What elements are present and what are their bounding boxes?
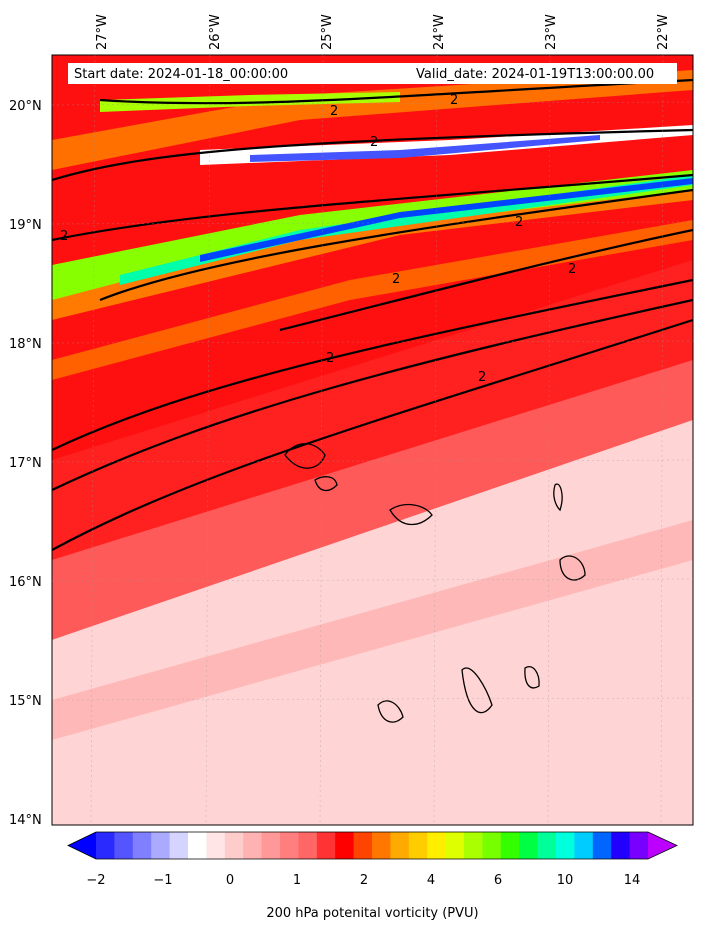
contour-label: 2 <box>392 272 400 287</box>
lon-label: 26°W <box>208 14 223 50</box>
colorbar-segment <box>611 832 631 859</box>
start-date-label: Start date: 2024-01-18_00:00:00 <box>74 67 288 82</box>
colorbar-segment <box>592 832 612 859</box>
colorbar-segment <box>298 832 318 859</box>
colorbar-segment <box>261 832 281 859</box>
colorbar-title: 200 hPa potenital vorticity (PVU) <box>266 906 479 921</box>
colorbar-tick-label: 14 <box>624 873 641 888</box>
colorbar-outline <box>67 831 678 860</box>
colorbar-tick-label: 1 <box>293 873 301 888</box>
lat-label: 19°N <box>9 218 42 233</box>
colorbar-ticks: −2 −1 0 1 2 4 6 10 14 <box>86 873 640 888</box>
contour-label: 2 <box>60 229 68 244</box>
colorbar-segment <box>556 832 575 859</box>
colorbar-segment <box>206 832 226 859</box>
contour-label: 2 <box>450 93 458 108</box>
colorbar-segment <box>280 832 299 859</box>
colorbar-segment <box>151 832 171 859</box>
colorbar-segment <box>574 832 594 859</box>
lat-label: 15°N <box>9 694 42 709</box>
lon-label: 27°W <box>95 14 110 50</box>
contour-label: 2 <box>330 104 338 119</box>
colorbar-tick-label: 0 <box>226 873 234 888</box>
contour-labels: 2 2 2 2 2 2 2 2 2 <box>60 93 576 385</box>
colorbar-tick-label: −2 <box>86 873 105 888</box>
colorbar-tick-label: 4 <box>427 873 435 888</box>
colorbar-segment <box>537 832 557 859</box>
contour-label: 2 <box>370 135 378 150</box>
colorbar-segment <box>408 832 428 859</box>
colorbar-segment <box>519 832 539 859</box>
colorbar-extend-max <box>648 832 677 859</box>
lon-label: 25°W <box>320 14 335 50</box>
colorbar-segment <box>390 832 410 859</box>
colorbar-segment <box>372 832 391 859</box>
colorbar-extend-min <box>68 832 96 859</box>
colorbar-tick-label: 6 <box>494 873 502 888</box>
colorbar-segment <box>500 832 520 859</box>
lon-label: 22°W <box>656 14 671 50</box>
lat-label: 17°N <box>9 456 42 471</box>
colorbar-segment <box>169 832 189 859</box>
lat-label: 18°N <box>9 337 42 352</box>
colorbar-segment <box>427 832 447 859</box>
colorbar-segment <box>243 832 263 859</box>
colorbar-segment <box>114 832 134 859</box>
lon-label: 23°W <box>544 14 559 50</box>
colorbar-segment <box>316 832 336 859</box>
colorbar-segment <box>629 832 649 859</box>
lon-label: 24°W <box>432 14 447 50</box>
contour-label: 2 <box>478 370 486 385</box>
colorbar-tick-label: 10 <box>557 873 574 888</box>
longitude-labels: 27°W 26°W 25°W 24°W 23°W 22°W <box>95 14 671 50</box>
colorbar-segment <box>188 832 207 859</box>
colorbar-segment <box>353 832 373 859</box>
colorbar <box>67 831 678 860</box>
lat-label: 16°N <box>9 575 42 590</box>
colorbar-segment <box>224 832 244 859</box>
plot-frame <box>51 54 694 826</box>
colorbar-tick-label: 2 <box>360 873 368 888</box>
contour-label: 2 <box>326 351 334 366</box>
colorbar-tick-label: −1 <box>153 873 172 888</box>
colorbar-segment <box>132 832 152 859</box>
colorbar-segment <box>96 832 115 859</box>
colorbar-segment <box>335 832 355 859</box>
colorbar-segment <box>445 832 465 859</box>
pv-field <box>52 55 693 825</box>
lat-label: 14°N <box>9 813 42 828</box>
colorbar-segment <box>482 832 502 859</box>
contour-label: 2 <box>568 262 576 277</box>
header-box <box>68 63 677 84</box>
colorbar-segment <box>464 832 483 859</box>
valid-date-label: Valid_date: 2024-01-19T13:00:00.00 <box>416 67 654 82</box>
latitude-labels: 20°N 19°N 18°N 17°N 16°N 15°N 14°N <box>9 99 42 828</box>
lat-label: 20°N <box>9 99 42 114</box>
contour-label: 2 <box>515 215 523 230</box>
